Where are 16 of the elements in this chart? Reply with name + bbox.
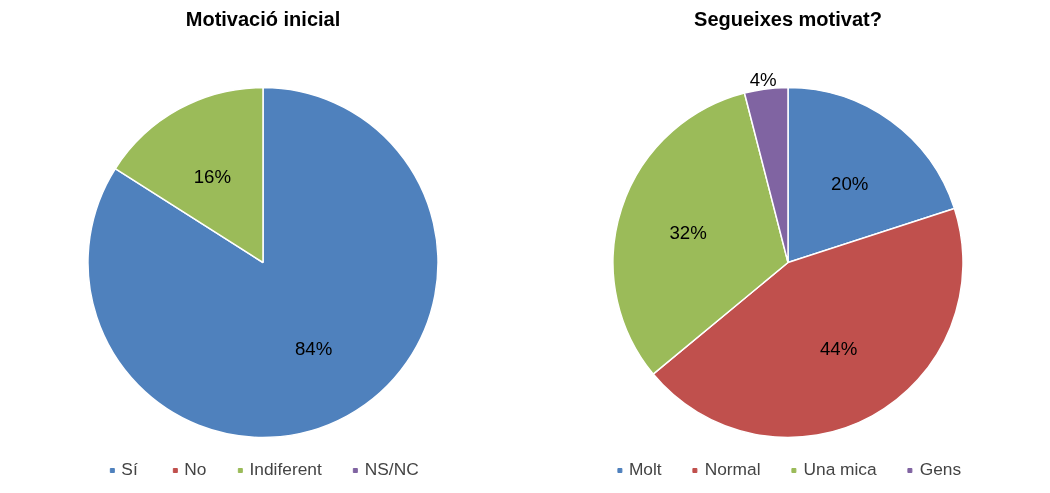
legend-label: Gens	[919, 459, 962, 480]
legend-label: Normal	[704, 459, 761, 480]
chart-title: Segueixes motivat?	[694, 7, 882, 30]
legend-label: Una mica	[803, 459, 877, 480]
data-label: 84%	[294, 337, 333, 359]
legend-label: NS/NC	[364, 459, 419, 480]
data-label: 32%	[669, 221, 707, 243]
legend-label: No	[184, 459, 207, 480]
legend-label: Molt	[628, 459, 662, 480]
data-label: 16%	[193, 166, 232, 188]
chart-title: Motivació inicial	[185, 7, 341, 30]
legend-label: Sí	[121, 459, 139, 480]
legend-label: Indiferent	[249, 459, 322, 480]
data-label: 20%	[831, 172, 869, 194]
data-label: 44%	[819, 337, 858, 359]
data-label: 4%	[749, 69, 777, 91]
